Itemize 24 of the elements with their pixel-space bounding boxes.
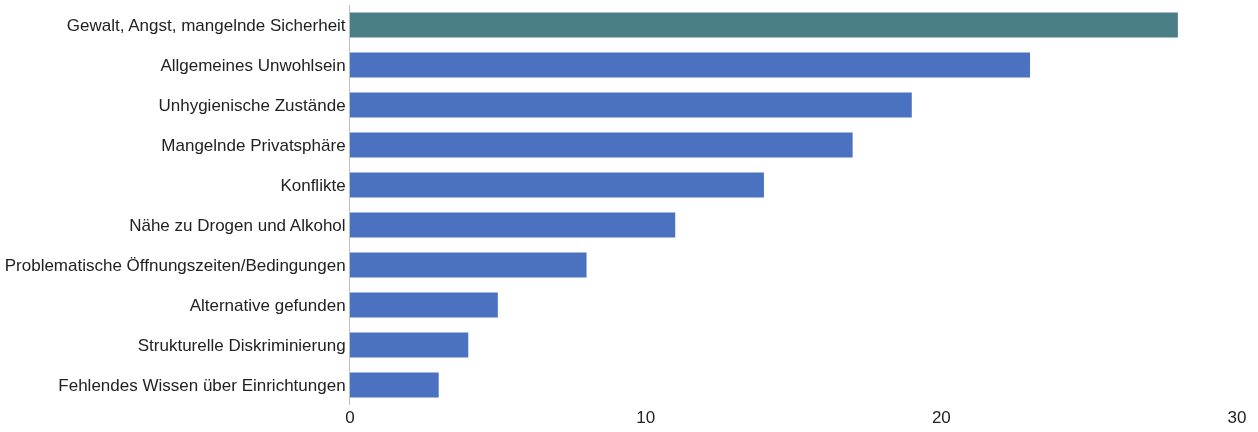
bar <box>350 172 764 198</box>
bar <box>350 212 676 238</box>
y-tick-label: Allgemeines Unwohlsein <box>160 55 346 75</box>
y-tick-label: Mangelnde Privatsphäre <box>161 135 346 155</box>
y-tick-label: Gewalt, Angst, mangelnde Sicherheit <box>66 15 346 35</box>
x-tick-label: 0 <box>345 408 355 427</box>
y-tick-label: Strukturelle Diskriminierung <box>137 335 346 355</box>
y-tick-label: Problematische Öffnungszeiten/Bedingungen <box>4 255 346 275</box>
x-tick-label: 10 <box>636 408 656 427</box>
bar <box>350 52 1031 78</box>
x-tick-label: 30 <box>1227 408 1247 427</box>
y-tick-label: Fehlendes Wissen über Einrichtungen <box>58 375 346 395</box>
bar <box>350 292 498 318</box>
bar <box>350 132 853 158</box>
bar <box>350 12 1178 38</box>
bar <box>350 92 912 118</box>
y-tick-label: Unhygienische Zustände <box>158 95 346 115</box>
y-tick-label: Alternative gefunden <box>189 295 346 315</box>
bar <box>350 372 439 398</box>
x-tick-label: 20 <box>931 408 951 427</box>
bar <box>350 332 469 358</box>
y-tick-label: Konflikte <box>280 175 346 195</box>
bar <box>350 252 587 278</box>
y-tick-label: Nähe zu Drogen und Alkohol <box>129 215 346 235</box>
